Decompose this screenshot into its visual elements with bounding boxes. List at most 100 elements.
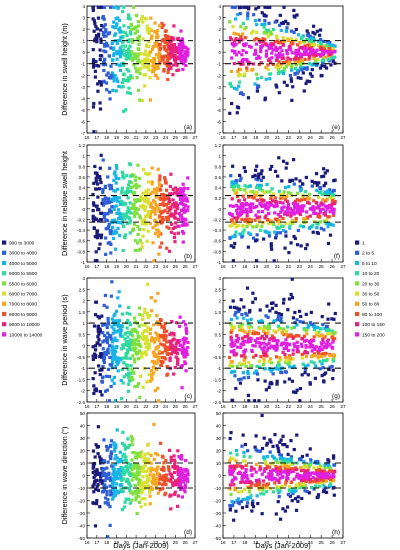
data-point: [329, 192, 333, 196]
data-point: [249, 317, 253, 321]
data-point: [181, 55, 185, 59]
legend-swatch: [355, 250, 360, 255]
data-point: [95, 485, 99, 489]
x-tick-label: 19: [114, 135, 120, 140]
data-point: [183, 478, 187, 482]
data-point: [328, 195, 332, 199]
data-point: [230, 224, 234, 228]
data-point: [110, 340, 114, 344]
data-point: [122, 213, 126, 218]
data-point: [255, 190, 259, 194]
data-point: [159, 363, 163, 367]
data-point: [242, 474, 247, 478]
data-point: [284, 332, 288, 336]
data-point: [310, 68, 314, 72]
data-point: [309, 310, 313, 315]
data-point: [110, 497, 115, 501]
data-point: [239, 298, 243, 302]
data-point: [167, 201, 171, 205]
data-point: [132, 184, 137, 188]
data-point: [289, 64, 294, 68]
data-point: [331, 213, 336, 217]
y-tick-label: -1.5: [77, 377, 85, 382]
data-point: [165, 49, 169, 53]
x-tick-label: 19: [253, 135, 259, 140]
data-point: [264, 334, 269, 339]
data-point: [106, 320, 110, 324]
data-point: [127, 183, 131, 187]
x-tick-label: 16: [84, 135, 90, 140]
data-point: [332, 188, 336, 192]
data-point: [262, 341, 266, 345]
data-point: [252, 196, 256, 200]
data-point: [170, 192, 174, 196]
x-tick-label: 20: [124, 264, 130, 269]
data-point: [314, 331, 318, 335]
data-point: [162, 44, 166, 49]
data-point: [150, 375, 154, 379]
data-point: [260, 334, 264, 338]
data-point: [260, 472, 264, 476]
data-points: [228, 413, 337, 522]
data-point: [99, 28, 103, 32]
data-point: [100, 380, 105, 384]
data-point: [234, 37, 238, 41]
data-point: [325, 332, 329, 336]
data-point: [139, 353, 144, 357]
data-point: [169, 35, 173, 40]
data-point: [131, 173, 135, 177]
data-point: [315, 48, 319, 52]
y-tick-label: -50: [214, 536, 221, 541]
data-point: [268, 72, 272, 76]
data-point: [101, 203, 106, 207]
data-point: [277, 449, 281, 454]
data-point: [170, 331, 174, 335]
data-point: [161, 198, 166, 202]
data-point: [118, 202, 123, 206]
data-point: [280, 342, 284, 346]
data-point: [131, 334, 135, 338]
data-point: [242, 316, 246, 320]
data-point: [94, 176, 98, 180]
data-point: [143, 502, 147, 506]
data-point: [138, 71, 142, 75]
data-point: [275, 379, 279, 383]
data-point: [241, 371, 245, 375]
data-point: [266, 63, 270, 67]
data-point: [179, 466, 183, 471]
data-point: [115, 456, 119, 460]
data-point: [273, 169, 278, 174]
data-point: [257, 172, 261, 176]
data-point: [143, 464, 147, 468]
data-point: [264, 52, 269, 57]
legend-swatch: [355, 322, 360, 327]
data-point: [282, 341, 286, 345]
data-point: [94, 502, 99, 506]
data-point: [281, 36, 285, 40]
data-point: [152, 209, 157, 213]
data-point: [155, 314, 159, 318]
data-point: [111, 476, 115, 480]
data-point: [230, 56, 234, 60]
data-point: [268, 77, 272, 81]
data-point: [181, 41, 185, 46]
data-point: [276, 318, 280, 322]
x-tick-label: 27: [340, 135, 346, 140]
data-point: [299, 244, 303, 248]
data-point: [166, 345, 170, 349]
data-point: [263, 367, 267, 371]
data-point: [276, 339, 280, 343]
data-point: [332, 479, 336, 483]
legend-swatch: [355, 271, 360, 276]
data-point: [276, 361, 281, 365]
data-point: [171, 465, 175, 469]
legend-swatch: [355, 281, 360, 286]
data-point: [173, 490, 177, 494]
data-point: [169, 458, 173, 463]
data-point: [317, 330, 321, 334]
data-point: [135, 466, 139, 470]
data-point: [290, 499, 294, 503]
data-point: [287, 342, 292, 346]
data-point: [180, 476, 184, 480]
data-point: [278, 356, 282, 360]
